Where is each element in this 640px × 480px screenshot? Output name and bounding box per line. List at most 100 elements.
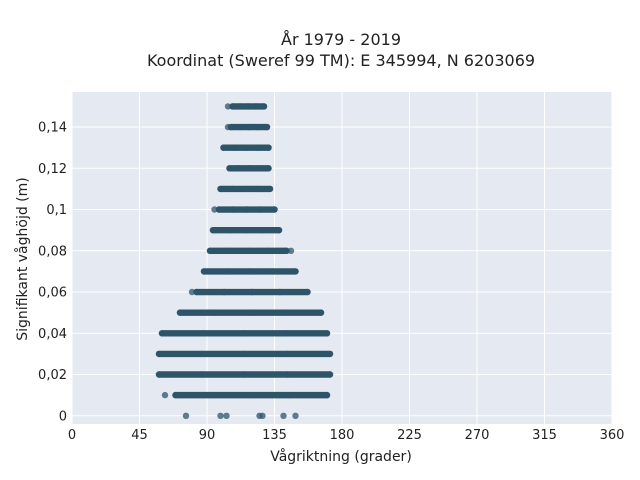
data-point xyxy=(241,371,248,378)
x-tick-label: 360 xyxy=(600,428,625,443)
grid-lines xyxy=(71,92,613,424)
data-points xyxy=(155,103,334,419)
data-point xyxy=(245,123,253,131)
data-point xyxy=(283,247,290,254)
data-point xyxy=(241,350,248,358)
data-point xyxy=(317,309,325,316)
data-point xyxy=(254,185,261,193)
data-point xyxy=(257,206,264,213)
data-point xyxy=(326,350,334,358)
data-point xyxy=(248,288,256,296)
data-point xyxy=(245,103,252,110)
data-point xyxy=(200,330,207,337)
data-point xyxy=(225,247,233,254)
data-point xyxy=(292,268,299,275)
data-point xyxy=(200,268,208,275)
data-point xyxy=(282,330,289,337)
data-point xyxy=(284,350,291,358)
data-point xyxy=(209,227,217,234)
y-tick-label: 0,14 xyxy=(38,121,67,136)
data-point xyxy=(275,227,283,234)
data-point xyxy=(304,288,311,296)
data-point xyxy=(246,268,253,275)
x-tick-label: 45 xyxy=(131,428,148,443)
data-point xyxy=(254,123,262,131)
data-point xyxy=(287,247,295,254)
data-point xyxy=(220,144,227,151)
chart-title: År 1979 - 2019 xyxy=(281,30,401,49)
x-tick-label: 270 xyxy=(465,428,490,443)
data-point xyxy=(265,144,272,151)
data-point xyxy=(172,391,179,399)
data-point xyxy=(247,309,254,316)
data-point xyxy=(245,165,253,172)
data-point xyxy=(266,185,274,193)
data-point xyxy=(212,309,219,316)
y-axis-label: Signifikant våghöjd (m) xyxy=(14,177,31,340)
data-point xyxy=(265,165,272,172)
x-tick-label: 0 xyxy=(68,428,76,443)
data-point xyxy=(237,103,244,110)
data-point xyxy=(229,103,236,110)
data-point xyxy=(211,206,218,213)
data-point xyxy=(259,412,266,419)
data-point xyxy=(231,144,238,151)
data-point xyxy=(242,227,250,234)
data-point xyxy=(215,206,223,213)
data-point xyxy=(285,391,293,399)
data-point xyxy=(242,144,250,151)
y-tick-label: 0 xyxy=(59,409,67,424)
data-point xyxy=(248,391,255,399)
data-point xyxy=(236,165,243,172)
data-point xyxy=(254,144,261,151)
data-point xyxy=(326,371,334,378)
y-tick-labels: 0 0,02 0,04 0,06 0,08 0,1 0,12 0,14 xyxy=(38,121,67,425)
data-point xyxy=(198,371,205,378)
x-tick-label: 135 xyxy=(262,428,287,443)
y-tick-label: 0,04 xyxy=(38,327,67,342)
y-tick-label: 0,02 xyxy=(38,368,67,383)
data-point xyxy=(264,247,271,254)
data-point xyxy=(245,247,252,254)
data-point xyxy=(259,227,266,234)
data-point xyxy=(155,350,163,358)
y-tick-label: 0,12 xyxy=(38,162,67,177)
x-tick-label: 90 xyxy=(199,428,216,443)
data-point xyxy=(224,103,232,110)
data-point xyxy=(229,185,237,193)
data-point xyxy=(161,391,169,399)
x-tick-label: 225 xyxy=(397,428,422,443)
x-tick-labels: 0 45 90 135 180 225 270 315 360 xyxy=(68,428,625,443)
data-point xyxy=(226,165,233,172)
data-point xyxy=(221,288,228,296)
data-point xyxy=(276,288,283,296)
data-point xyxy=(223,268,231,275)
data-point xyxy=(243,206,250,213)
data-point xyxy=(217,185,224,193)
data-point xyxy=(158,330,166,337)
data-point xyxy=(252,103,260,110)
data-point xyxy=(229,206,237,213)
data-point xyxy=(226,227,233,234)
data-point xyxy=(155,371,163,378)
data-point xyxy=(188,288,196,296)
data-point xyxy=(217,412,224,419)
data-point xyxy=(236,123,244,131)
data-point xyxy=(269,268,276,275)
data-point xyxy=(210,391,217,399)
x-tick-label: 180 xyxy=(330,428,355,443)
x-axis-label: Vågriktning (grader) xyxy=(270,448,412,465)
data-point xyxy=(241,330,248,337)
data-point xyxy=(206,247,214,254)
data-point xyxy=(323,330,331,337)
data-point xyxy=(193,288,200,296)
data-point xyxy=(224,123,232,131)
data-point xyxy=(260,103,268,110)
y-tick-label: 0,08 xyxy=(38,244,67,259)
chart-subtitle: Koordinat (Sweref 99 TM): E 345994, N 62… xyxy=(147,51,535,70)
data-point xyxy=(242,185,249,193)
y-tick-label: 0,1 xyxy=(46,203,67,218)
data-point xyxy=(255,165,262,172)
data-point xyxy=(280,412,287,419)
